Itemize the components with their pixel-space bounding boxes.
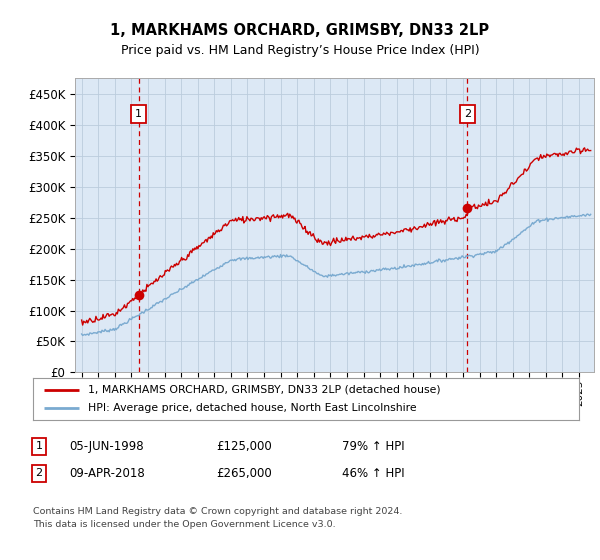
Text: 1, MARKHAMS ORCHARD, GRIMSBY, DN33 2LP: 1, MARKHAMS ORCHARD, GRIMSBY, DN33 2LP: [110, 24, 490, 38]
Text: 46% ↑ HPI: 46% ↑ HPI: [342, 466, 404, 480]
Text: Price paid vs. HM Land Registry’s House Price Index (HPI): Price paid vs. HM Land Registry’s House …: [121, 44, 479, 57]
Text: 09-APR-2018: 09-APR-2018: [69, 466, 145, 480]
Text: HPI: Average price, detached house, North East Lincolnshire: HPI: Average price, detached house, Nort…: [88, 403, 416, 413]
Text: 2: 2: [464, 109, 471, 119]
Text: 1, MARKHAMS ORCHARD, GRIMSBY, DN33 2LP (detached house): 1, MARKHAMS ORCHARD, GRIMSBY, DN33 2LP (…: [88, 385, 440, 395]
Text: 1: 1: [135, 109, 142, 119]
Text: 05-JUN-1998: 05-JUN-1998: [69, 440, 143, 453]
Text: 2: 2: [35, 468, 43, 478]
Text: £265,000: £265,000: [216, 466, 272, 480]
Text: Contains HM Land Registry data © Crown copyright and database right 2024.
This d: Contains HM Land Registry data © Crown c…: [33, 507, 403, 529]
Text: £125,000: £125,000: [216, 440, 272, 453]
Text: 1: 1: [35, 441, 43, 451]
Text: 79% ↑ HPI: 79% ↑ HPI: [342, 440, 404, 453]
